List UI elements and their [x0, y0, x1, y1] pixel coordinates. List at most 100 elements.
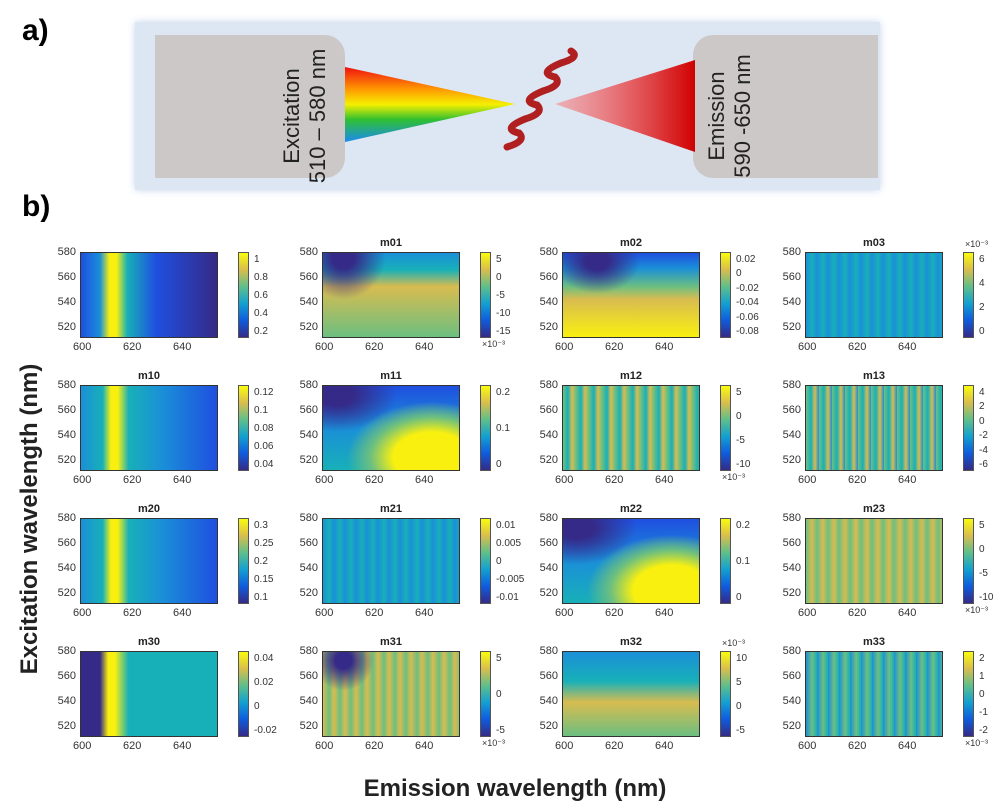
colorbar-tick-label: 0 [736, 701, 742, 712]
x-tick-label: 600 [798, 607, 817, 619]
x-tick-label: 600 [73, 341, 92, 353]
map-title: m30 [137, 636, 161, 648]
colorbar-tick-label: 0.02 [736, 254, 756, 265]
colorbar-exponent: ×10⁻³ [482, 339, 506, 349]
y-tick-label: 580 [299, 512, 318, 524]
colorbar-tick-label: 0.12 [254, 387, 274, 398]
x-tick-label: 600 [315, 341, 334, 353]
x-tick-label: 640 [655, 607, 674, 619]
y-tick-label: 540 [539, 561, 558, 574]
heatmap [322, 252, 460, 338]
diagram [345, 47, 695, 152]
heatmap [562, 651, 700, 737]
heatmap [80, 651, 218, 737]
colorbar-tick-label: 0.1 [254, 592, 268, 603]
colorbar-tick-label: 0.1 [254, 405, 268, 416]
colorbar-tick-label: 2 [979, 401, 985, 413]
heatmap [562, 252, 700, 338]
x-tick-label: 640 [898, 740, 917, 752]
y-tick-label: 540 [299, 561, 318, 574]
y-tick-label: 560 [57, 669, 76, 682]
colorbar-tick-label: 5 [736, 677, 742, 688]
colorbar-tick-label: -5 [979, 568, 988, 579]
heatmap [805, 385, 943, 471]
colorbar [238, 252, 249, 338]
x-tick-label: 620 [848, 740, 867, 752]
y-tick-label: 540 [782, 295, 801, 308]
y-tick-label: 580 [539, 246, 558, 258]
y-tick-label: 580 [782, 379, 801, 391]
map-title: m20 [137, 503, 161, 515]
y-tick-label: 520 [539, 719, 558, 732]
x-tick-label: 640 [173, 607, 192, 619]
x-tick-label: 600 [555, 740, 574, 752]
colorbar-exponent: ×10⁻³ [965, 239, 989, 249]
colorbar-tick-label: 0.2 [496, 387, 510, 398]
x-tick-label: 640 [173, 474, 192, 486]
colorbar-tick-label: 1 [979, 671, 985, 682]
y-tick-label: 580 [57, 645, 76, 657]
colorbar [720, 252, 731, 338]
colorbar-tick-label: 0.6 [254, 290, 268, 301]
heatmap [322, 518, 460, 604]
y-tick-label: 520 [299, 586, 318, 599]
y-tick-label: 560 [782, 270, 801, 283]
panel-label: a) [22, 14, 49, 47]
y-tick-label: 580 [782, 512, 801, 524]
colorbar [963, 518, 974, 604]
colorbar [238, 518, 249, 604]
heatmap [805, 518, 943, 604]
y-tick-label: 540 [782, 428, 801, 441]
x-tick-label: 620 [848, 474, 867, 486]
colorbar [720, 651, 731, 737]
x-tick-label: 600 [73, 474, 92, 486]
colorbar [480, 385, 491, 471]
x-tick-label: 620 [365, 341, 384, 353]
heatmap [805, 252, 943, 338]
y-tick-label: 580 [299, 379, 318, 391]
colorbar-tick-label: 0.15 [254, 574, 274, 585]
y-tick-label: 520 [539, 586, 558, 599]
colorbar-tick-label: 0.25 [254, 538, 274, 549]
colorbar-tick-label: 0.3 [254, 520, 268, 531]
x-tick-label: 600 [315, 607, 334, 619]
y-tick-label: 560 [539, 270, 558, 283]
map-title: m11 [380, 370, 402, 382]
emission-beam [555, 60, 695, 152]
panel-label: b) [22, 190, 51, 223]
colorbar-tick-label: 0.8 [254, 272, 268, 283]
y-tick-label: 540 [539, 428, 558, 441]
colorbar [720, 518, 731, 604]
x-axis-label: Emission wavelength (nm) [363, 775, 667, 802]
y-tick-label: 560 [539, 536, 558, 549]
colorbar-exponent: ×10⁻³ [965, 738, 989, 748]
colorbar-tick-label: -0.02 [736, 282, 759, 294]
excitation-block [155, 35, 345, 178]
y-tick-label: 520 [57, 586, 76, 599]
y-tick-label: 520 [782, 453, 801, 466]
colorbar-tick-label: -0.06 [736, 311, 759, 323]
y-tick-label: 560 [57, 536, 76, 549]
colorbar-exponent: ×10⁻³ [722, 638, 746, 648]
y-tick-label: 520 [299, 453, 318, 466]
colorbar-tick-label: 0.2 [254, 556, 268, 567]
y-tick-label: 520 [782, 320, 801, 333]
x-tick-label: 620 [123, 607, 142, 619]
colorbar-tick-label: -5 [736, 435, 745, 446]
x-tick-label: 620 [848, 341, 867, 353]
colorbar-tick-label: 0.06 [254, 441, 274, 452]
colorbar-tick-label: 4 [979, 278, 985, 289]
y-tick-label: 540 [57, 561, 76, 574]
map-title: m23 [862, 503, 886, 515]
colorbar-tick-label: -10 [979, 592, 993, 603]
y-tick-label: 520 [57, 453, 76, 466]
x-tick-label: 640 [415, 740, 434, 752]
x-tick-label: 620 [365, 474, 384, 486]
x-tick-label: 620 [123, 474, 142, 486]
colorbar-tick-label: -2 [979, 725, 988, 736]
colorbar-tick-label: -2 [979, 430, 988, 442]
x-tick-label: 620 [123, 740, 142, 752]
y-tick-label: 560 [57, 403, 76, 416]
x-tick-label: 640 [655, 740, 674, 752]
